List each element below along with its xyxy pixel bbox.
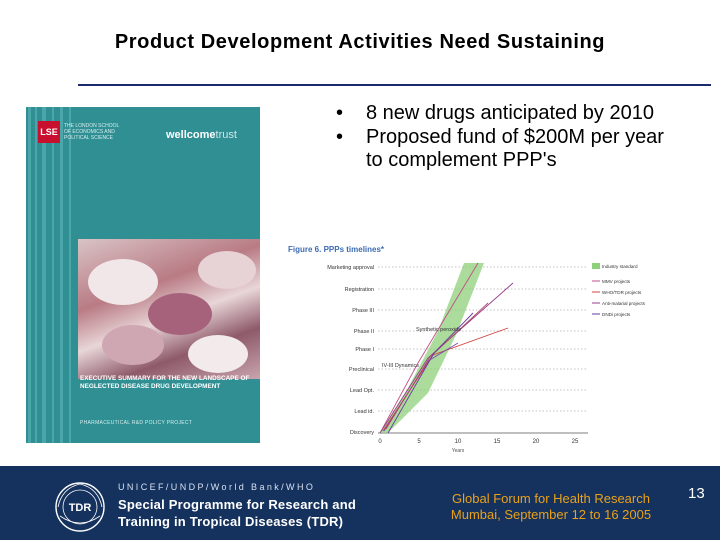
org-line-1: UNICEF/UNDP/World Bank/WHO xyxy=(118,482,316,492)
footer-event: Global Forum for Health Research Mumbai,… xyxy=(420,491,682,523)
emblem-text: TDR xyxy=(69,502,92,514)
figure-title: Figure 6. PPPs timelines* xyxy=(288,245,385,254)
event-location-date: Mumbai, September 12 to 16 2005 xyxy=(450,507,652,522)
org-line-3: Training in Tropical Diseases (TDR) xyxy=(118,514,344,529)
legend-label: DNDi projects xyxy=(602,312,631,317)
x-tick-label: 0 xyxy=(378,439,382,445)
legend-label: Anti-malarial projects xyxy=(602,301,646,306)
trust-word: trust xyxy=(215,129,237,141)
series-line xyxy=(385,302,489,430)
cover-stripe xyxy=(42,107,46,443)
footer-organization: UNICEF/UNDP/World Bank/WHO Special Progr… xyxy=(118,482,356,530)
series-line xyxy=(387,312,474,434)
stage-label: Phase I xyxy=(355,347,374,353)
x-tick-label: 15 xyxy=(494,439,501,445)
lse-logo: LSE xyxy=(38,121,60,143)
x-tick-label: 10 xyxy=(455,439,462,445)
series-line xyxy=(379,262,479,434)
project-name: PHARMACEUTICAL R&D POLICY PROJECT xyxy=(80,420,193,426)
lse-subtitle: THE LONDON SCHOOL OF ECONOMICS AND POLIT… xyxy=(64,123,120,141)
wellcome-trust-logo: wellcometrust xyxy=(166,129,237,141)
stage-labels: Marketing approval Registration Phase II… xyxy=(327,265,374,436)
pill-shape xyxy=(198,251,256,289)
cover-stripe xyxy=(35,107,37,443)
stage-label: Discovery xyxy=(350,430,374,436)
ppp-timelines-figure: Figure 6. PPPs timelines* Marketing appr… xyxy=(288,245,646,454)
bullet-dot: • xyxy=(336,126,344,148)
stage-label: Phase II xyxy=(354,329,375,335)
cover-stripe xyxy=(69,107,71,443)
pill-shape xyxy=(148,293,212,335)
event-name: Global Forum for Health Research xyxy=(452,491,650,506)
figure-annotations: Synthetic peroxide IV-III Dynamics xyxy=(382,327,461,369)
legend-label: WHO/TDR projects xyxy=(602,290,642,295)
legend-label: MMV projects xyxy=(602,279,631,284)
executive-summary-text: EXECUTIVE SUMMARY FOR THE NEW LANDSCAPE … xyxy=(80,375,250,390)
report-cover-image: LSE THE LONDON SCHOOL OF ECONOMICS AND P… xyxy=(26,107,260,443)
x-axis-label: Years xyxy=(452,448,465,454)
x-tick-label: 20 xyxy=(533,439,540,445)
wellcome-word: wellcome xyxy=(166,129,216,141)
cover-stripe xyxy=(28,107,31,443)
slide-title: Product Development Activities Need Sust… xyxy=(114,31,606,53)
stage-label: Preclinical xyxy=(349,367,374,373)
bullet-item: • 8 new drugs anticipated by 2010 xyxy=(336,102,666,125)
title-divider xyxy=(78,84,711,86)
bullet-item: • Proposed fund of $200M per year to comp… xyxy=(336,126,666,172)
stage-label: Registration xyxy=(345,287,374,293)
annotation-synthetic-peroxide: Synthetic peroxide xyxy=(416,327,461,333)
annotation-dynamics: IV-III Dynamics xyxy=(382,363,419,369)
pills-photo xyxy=(78,239,260,379)
industry-standard-band xyxy=(380,263,484,433)
legend-label: Industry standard xyxy=(602,264,638,269)
cover-stripe xyxy=(60,107,63,443)
pill-shape xyxy=(88,259,158,305)
figure-legend: Industry standard MMV projects WHO/TDR p… xyxy=(592,263,646,317)
page-number: 13 xyxy=(688,485,705,502)
project-lines xyxy=(379,262,514,434)
stage-label: Phase III xyxy=(352,308,374,314)
cover-stripe xyxy=(52,107,54,443)
x-tick-label: 25 xyxy=(572,439,579,445)
bullet-text: Proposed fund of $200M per year to compl… xyxy=(366,126,664,171)
stage-label: Marketing approval xyxy=(327,265,374,271)
pill-shape xyxy=(188,335,248,373)
tdr-emblem-icon: TDR xyxy=(55,482,105,532)
bullet-dot: • xyxy=(336,102,344,124)
pill-shape xyxy=(102,325,164,365)
series-line xyxy=(379,282,514,434)
x-tick-label: 5 xyxy=(417,439,421,445)
stage-label: Lead id. xyxy=(354,409,374,415)
x-tick-labels: 0 5 10 15 20 25 xyxy=(378,439,579,445)
org-line-2: Special Programme for Research and xyxy=(118,497,357,512)
legend-swatch xyxy=(592,263,600,269)
bullet-list: • 8 new drugs anticipated by 2010 • Propos… xyxy=(336,102,666,173)
stage-label: Lead Opt. xyxy=(350,388,375,394)
bullet-text: 8 new drugs anticipated by 2010 xyxy=(366,102,654,124)
footer-banner xyxy=(0,466,720,540)
